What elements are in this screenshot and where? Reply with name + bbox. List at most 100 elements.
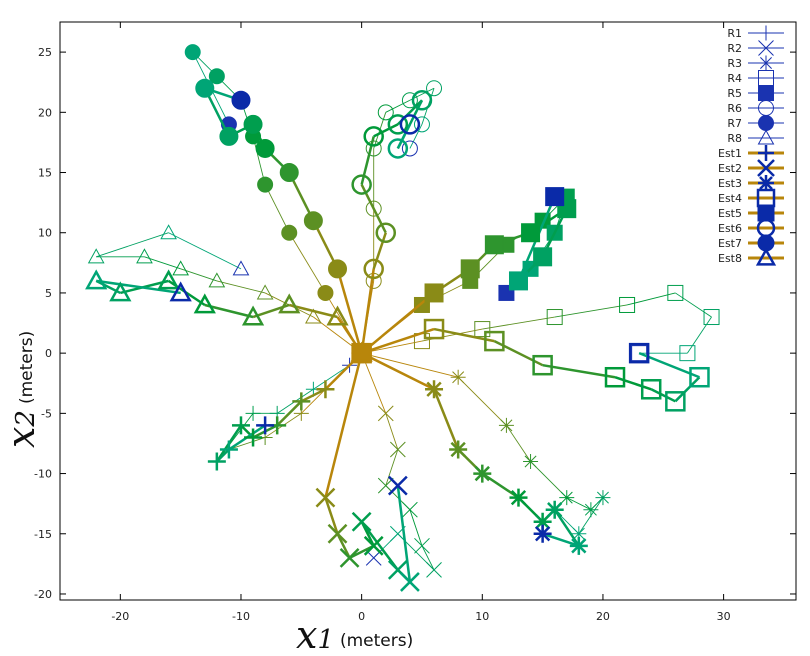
data-point	[569, 536, 588, 555]
data-point	[351, 511, 372, 532]
data-point	[279, 163, 299, 183]
x-tick-label: 20	[596, 610, 610, 623]
data-point	[411, 90, 433, 111]
data-point	[473, 464, 492, 483]
data-point	[703, 309, 720, 326]
data-point	[689, 366, 710, 388]
data-point	[255, 138, 275, 158]
data-point	[546, 309, 563, 326]
data-point	[256, 284, 274, 300]
data-point	[521, 223, 541, 243]
data-point	[241, 305, 265, 326]
data-point	[363, 126, 384, 147]
legend-label: R4	[727, 72, 742, 85]
data-point	[231, 90, 251, 110]
data-point	[389, 441, 406, 458]
series-line-segment	[553, 508, 580, 547]
data-point	[243, 114, 263, 134]
x-tick-label: -20	[111, 610, 129, 623]
y-tick-label: -5	[41, 407, 52, 420]
legend-item-est2: Est2	[718, 159, 784, 177]
legend-marker	[758, 55, 774, 71]
data-point	[532, 354, 553, 376]
series-line-segment	[687, 316, 712, 354]
legend-label: R7	[727, 117, 742, 130]
series-line-segment	[252, 136, 266, 185]
data-point	[245, 405, 261, 421]
legend-marker	[758, 145, 774, 161]
data-point	[339, 547, 360, 568]
data-point	[160, 224, 177, 240]
data-point	[363, 258, 384, 280]
data-point	[533, 247, 553, 267]
series-est8	[85, 269, 373, 362]
data-point	[450, 369, 466, 385]
x-axis-title: x1 (meters)	[296, 613, 413, 656]
legend-marker	[757, 159, 775, 177]
series-line-segment	[349, 544, 375, 559]
series-est1	[207, 344, 371, 471]
legend-marker	[755, 247, 777, 266]
series-line-segment	[409, 509, 423, 546]
x-tick-label: 0	[358, 610, 365, 623]
data-point	[219, 440, 238, 459]
data-point	[193, 293, 216, 314]
legend-label: Est7	[718, 237, 742, 250]
series-line-segment	[361, 327, 435, 355]
data-point	[377, 104, 394, 121]
data-point	[628, 342, 650, 364]
series-line-segment	[336, 268, 363, 354]
data-point	[281, 224, 298, 241]
data-point	[545, 187, 565, 207]
y-tick-label: 10	[38, 227, 52, 240]
y-tick-label: 0	[45, 347, 52, 360]
data-point	[640, 379, 662, 400]
series-line-segment	[542, 363, 616, 379]
data-point	[413, 116, 430, 133]
legend-label: Est2	[718, 162, 742, 175]
data-point	[377, 405, 394, 422]
series-line-segment	[372, 232, 387, 270]
y-tick-label: 25	[38, 46, 52, 59]
data-point	[184, 44, 201, 61]
legend-marker	[758, 175, 774, 191]
data-point	[207, 452, 226, 471]
legend-label: R2	[727, 42, 742, 55]
data-point	[208, 68, 225, 85]
series-line-segment	[566, 497, 592, 511]
series-line-segment	[614, 376, 652, 391]
data-point	[315, 487, 336, 508]
series-line-segment	[361, 352, 459, 378]
data-point	[365, 200, 382, 217]
series-line-segment	[506, 425, 531, 462]
y-tick-label: -10	[34, 468, 52, 481]
series-line-segment	[385, 413, 399, 450]
data-point	[426, 562, 442, 578]
legend-label: R1	[727, 27, 742, 40]
data-point	[474, 321, 491, 338]
data-point	[460, 259, 480, 279]
data-point	[317, 284, 334, 301]
data-point	[508, 271, 528, 291]
series-line-segment	[324, 352, 363, 498]
data-point	[365, 550, 382, 566]
series-line-segment	[542, 532, 580, 547]
legend: R1 R2 R3 R4 R5 R6 R7 R8 Est1 Est2 Est3 Est4 Est5 Est6…	[718, 25, 784, 266]
data-point	[426, 80, 443, 97]
data-point	[316, 380, 335, 399]
series-line-segment	[276, 400, 303, 427]
series-line-segment	[360, 291, 435, 355]
legend-label: Est1	[718, 147, 742, 160]
data-point	[400, 572, 420, 592]
data-point	[256, 416, 275, 435]
plot-frame	[59, 21, 797, 601]
legend-label: R3	[727, 57, 742, 70]
legend-label: Est4	[718, 192, 742, 205]
data-point	[619, 296, 636, 313]
series-line-segment	[96, 279, 181, 295]
series-line-segment	[626, 292, 676, 306]
series-line-segment	[180, 268, 217, 282]
legend-item-r5: R5	[727, 85, 784, 101]
data-point	[109, 281, 132, 302]
data-point	[583, 502, 599, 518]
